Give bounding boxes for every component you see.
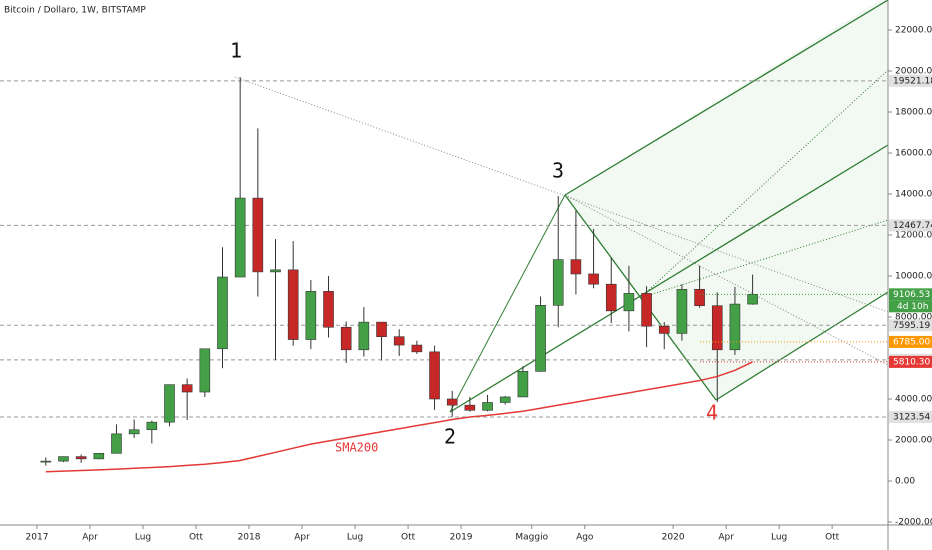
x-tick-label: 2017: [26, 533, 49, 543]
x-tick-label: Ago: [576, 533, 594, 543]
price-tag: [889, 335, 932, 348]
y-tick-label: 10000.00: [895, 272, 932, 282]
candle-body: [340, 326, 352, 351]
wave-label: 2: [444, 425, 456, 449]
wave-label: 3: [552, 159, 564, 183]
x-tick-label: Ott: [825, 533, 840, 543]
candle-body: [217, 276, 228, 350]
candle-body: [429, 351, 440, 400]
candle-body: [641, 293, 652, 327]
candle-body: [694, 289, 705, 307]
candle-body: [588, 273, 599, 285]
trend-line: [564, 194, 889, 366]
x-tick-label: Ott: [189, 533, 204, 543]
candle-body: [729, 303, 741, 351]
candle-body: [535, 305, 546, 372]
candle-body: [181, 384, 193, 393]
candle-body: [146, 421, 158, 431]
countdown: 4d 10h: [897, 302, 928, 312]
candle-body: [58, 456, 69, 462]
fork-inner: [639, 69, 889, 299]
candle-body: [287, 269, 299, 340]
candle-body: [393, 336, 405, 346]
candle-body: [570, 259, 582, 275]
fork-handle: [449, 194, 566, 413]
countdown-tag: [889, 300, 932, 313]
candle-body: [164, 384, 175, 423]
y-tick-label: 14000.00: [895, 190, 932, 200]
candle-body: [111, 433, 122, 454]
candle-body: [747, 294, 758, 305]
candle-body: [323, 291, 334, 328]
candle-body: [376, 321, 387, 337]
y-tick-label: -2000.00: [895, 518, 932, 528]
candle-body: [711, 305, 723, 351]
candle-body: [464, 404, 476, 411]
y-tick-label: 12000.00: [895, 231, 932, 241]
x-tick-label: Lug: [135, 533, 151, 543]
candle-body: [252, 197, 264, 273]
candle-body: [40, 460, 52, 463]
wave-label: 1: [230, 39, 242, 63]
y-tick-label: 2000.00: [895, 436, 932, 446]
x-tick-label: 2018: [238, 533, 261, 543]
y-tick-label: 8000.00: [895, 313, 932, 323]
level-tag: [889, 410, 932, 423]
fork-lower: [715, 291, 889, 401]
x-tick-label: Apr: [718, 533, 734, 543]
level-label: 7595.19: [893, 321, 930, 331]
x-tick-label: 2020: [662, 533, 685, 543]
price-tag-label: 5810.30: [893, 357, 930, 367]
level-label: 19521.18: [893, 76, 932, 86]
x-tick-label: Lug: [347, 533, 363, 543]
candle-body: [446, 398, 458, 406]
candle-body: [199, 348, 211, 393]
candle-body: [305, 291, 317, 340]
candle-body: [128, 429, 140, 435]
price-tag-label: 6785.00: [893, 337, 930, 347]
level-tag: [889, 219, 932, 232]
candle-body: [482, 402, 493, 411]
candle-body: [658, 325, 670, 334]
level-tag: [889, 74, 932, 87]
x-tick-label: Maggio: [515, 533, 548, 543]
candle-body: [517, 371, 529, 398]
x-tick-label: 2019: [450, 533, 473, 543]
chart-title: Bitcoin / Dollaro, 1W, BITSTAMP: [4, 6, 146, 16]
candle-body: [499, 396, 511, 403]
y-tick-label: 16000.00: [895, 149, 932, 159]
candle-body: [552, 259, 564, 306]
candle-body: [75, 456, 87, 460]
y-tick-label: 0.00: [895, 477, 915, 487]
y-tick-label: 18000.00: [895, 108, 932, 118]
price-tag-label: 9106.53: [893, 290, 930, 300]
sma-label: SMA200: [335, 441, 378, 455]
candle-body: [270, 269, 281, 273]
level-label: 3123.54: [893, 412, 930, 422]
sma-line: [45, 361, 753, 473]
x-tick-label: Apr: [82, 533, 98, 543]
level-label: 12467.74: [893, 221, 932, 231]
price-tag: [889, 355, 932, 368]
candle-body: [676, 289, 688, 334]
x-tick-label: Ott: [401, 533, 416, 543]
candle-body: [411, 344, 423, 353]
price-tag: [889, 288, 932, 301]
candle-body: [605, 283, 617, 312]
y-tick-label: 20000.00: [895, 67, 932, 77]
x-tick-label: Lug: [771, 533, 787, 543]
candle-body: [93, 453, 105, 460]
fork-inner: [639, 219, 889, 299]
fork-upper: [564, 0, 889, 196]
candle-body: [623, 293, 635, 312]
y-tick-label: 4000.00: [895, 395, 932, 405]
candle-body: [234, 197, 246, 278]
y-tick-label: 22000.00: [895, 26, 932, 36]
wave-label: 4: [706, 401, 718, 425]
candle-body: [358, 321, 370, 351]
x-tick-label: Apr: [294, 533, 310, 543]
level-tag: [889, 319, 932, 332]
